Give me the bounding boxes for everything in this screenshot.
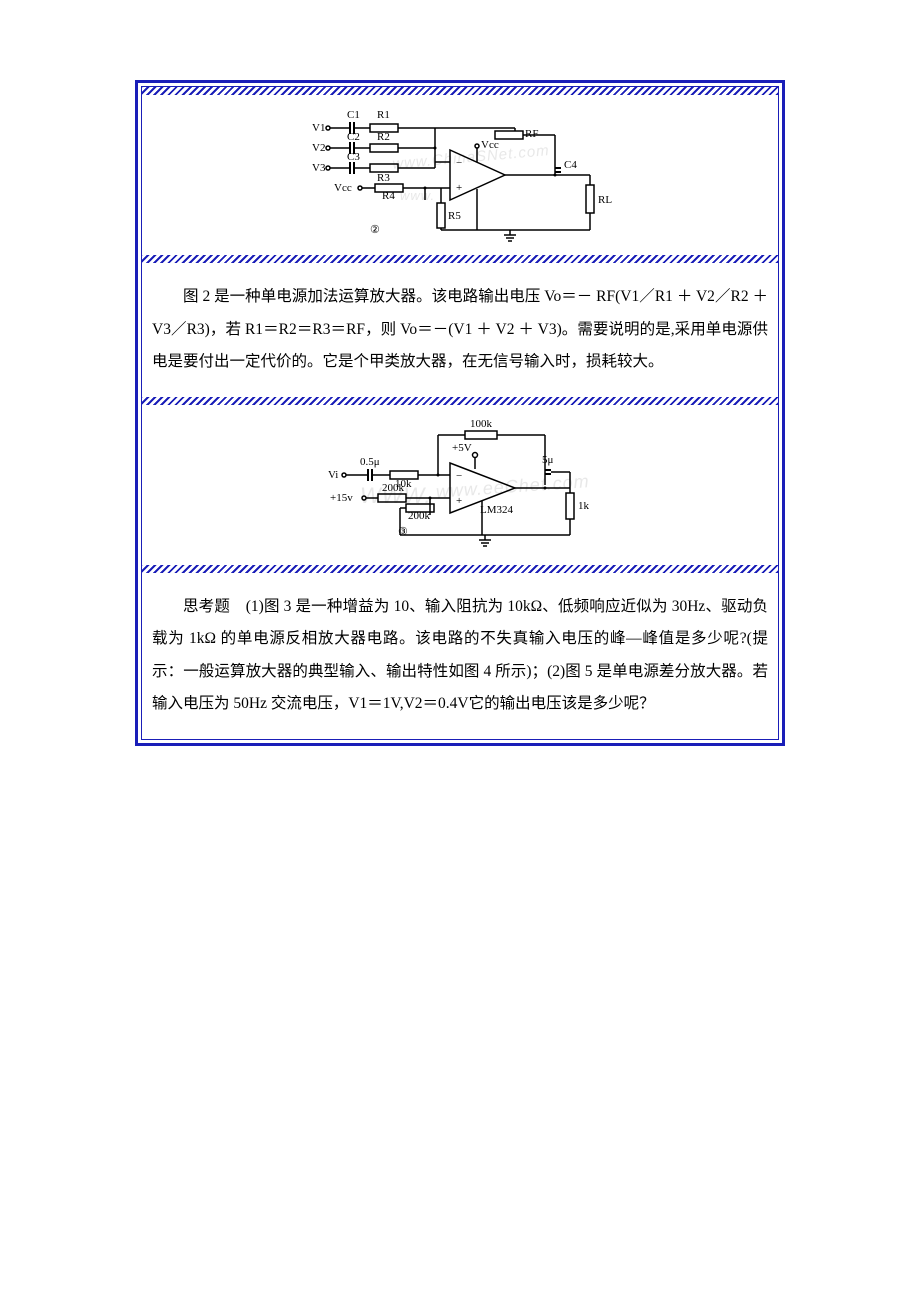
v1-label: V1	[312, 122, 325, 134]
hatch-bot-2	[142, 565, 778, 573]
v2-label: V2	[312, 142, 325, 154]
cout-label: 5μ	[542, 454, 554, 466]
fig2-num: ②	[370, 224, 380, 236]
vcc-terminal	[475, 144, 479, 148]
rload-label: 1k	[578, 500, 590, 512]
vi-terminal	[342, 473, 346, 477]
vcc-bias: Vcc	[334, 182, 352, 194]
cin-label: 0.5μ	[360, 456, 380, 468]
rl-label: RL	[598, 194, 612, 206]
paragraph-1: 图 2 是一种单电源加法运算放大器。该电路输出电压 Vo＝－ RF(V1／R1 …	[142, 263, 778, 397]
svg-text:−: −	[456, 470, 462, 482]
para2-text: 思考题 (1)图 3 是一种增益为 10、输入阻抗为 10kΩ、低频响应近似为 …	[152, 591, 768, 721]
rb2-label: 200k	[408, 510, 431, 522]
para1-text: 图 2 是一种单电源加法运算放大器。该电路输出电压 Vo＝－ RF(V1／R1 …	[152, 281, 768, 379]
fig3-num: ③	[398, 526, 408, 538]
c3-label: C3	[347, 151, 360, 163]
svg-text:+: +	[456, 182, 462, 194]
figure-2-cell: www.ChinaSNet.com www. V1 C1 R1 V2	[142, 87, 778, 263]
vbias-label: +15v	[330, 492, 353, 504]
rf-label: RF	[525, 128, 538, 140]
r5-label: R5	[448, 210, 461, 222]
v3-terminal	[326, 166, 330, 170]
figure-3-circuit: www.eeChet.com WWW. 100k +5V Vi	[290, 415, 630, 555]
ic-label: LM324	[480, 504, 514, 516]
figure-3-content: www.eeChet.com WWW. 100k +5V Vi	[142, 405, 778, 565]
figure-2-content: www.ChinaSNet.com www. V1 C1 R1 V2	[142, 95, 778, 255]
outer-border: www.ChinaSNet.com www. V1 C1 R1 V2	[135, 80, 785, 746]
v3-label: V3	[312, 162, 326, 174]
svg-text:−: −	[456, 157, 462, 169]
hatch-bot-1	[142, 255, 778, 263]
c2-label: C2	[347, 131, 360, 143]
r4-label: R4	[382, 190, 395, 202]
hatch-top-1	[142, 87, 778, 95]
svg-text:+: +	[456, 495, 462, 507]
r3-label: R3	[377, 172, 390, 184]
v1-terminal	[326, 126, 330, 130]
hatch-top-2	[142, 397, 778, 405]
vcc-bias-terminal	[358, 186, 362, 190]
vi-label: Vi	[328, 469, 338, 481]
figure-2-circuit: www.ChinaSNet.com www. V1 C1 R1 V2	[300, 105, 620, 245]
watermark-www: www.	[400, 188, 435, 203]
v2-terminal	[326, 146, 330, 150]
vcc-label: Vcc	[481, 139, 499, 151]
paragraph-2: 思考题 (1)图 3 是一种增益为 10、输入阻抗为 10kΩ、低频响应近似为 …	[142, 573, 778, 739]
c4-label: C4	[564, 159, 577, 171]
r2-label: R2	[377, 131, 390, 143]
inner-border: www.ChinaSNet.com www. V1 C1 R1 V2	[141, 86, 779, 740]
r1-label: R1	[377, 109, 390, 121]
figure-3-cell: www.eeChet.com WWW. 100k +5V Vi	[142, 397, 778, 573]
c1-label: C1	[347, 109, 360, 121]
vsup-terminal	[473, 452, 478, 457]
rf-label-3: 100k	[470, 418, 493, 430]
vsup-label: +5V	[452, 442, 472, 454]
rb1-label: 200k	[382, 482, 405, 494]
